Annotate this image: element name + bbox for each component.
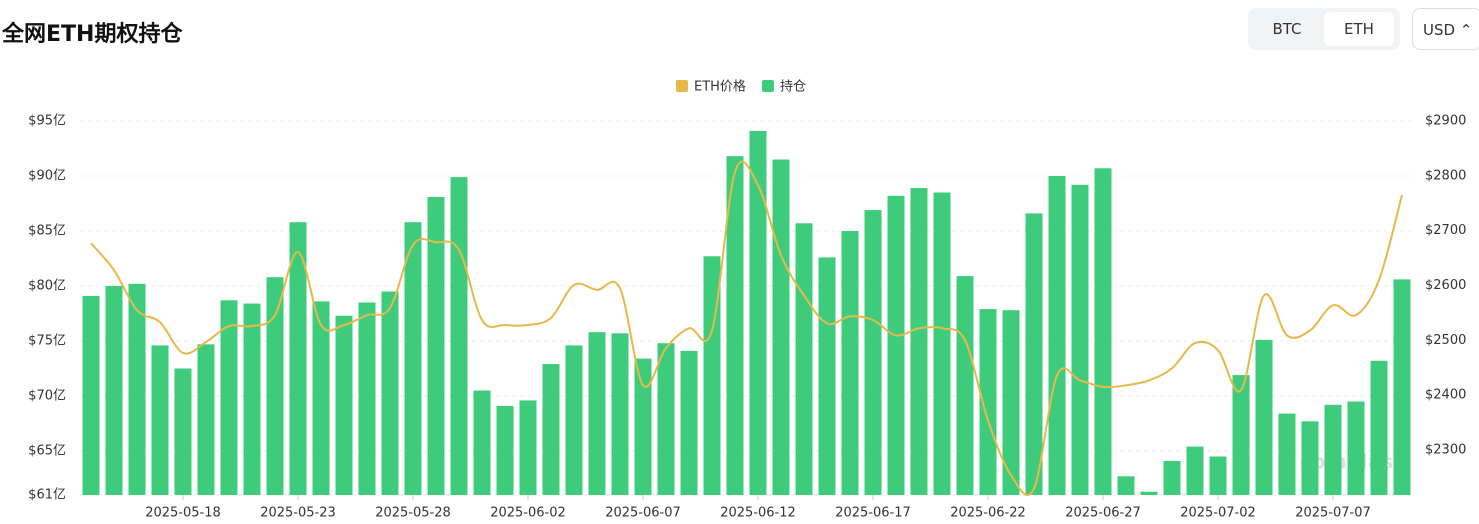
bar (1370, 360, 1388, 495)
currency: USD (1423, 21, 1456, 39)
x-tick-label: 2025-05-18 (145, 506, 221, 521)
bar (1324, 404, 1342, 495)
bar (335, 315, 353, 495)
bar (565, 345, 583, 495)
tab-btc[interactable]: BTC (1272, 20, 1302, 38)
bar (772, 159, 790, 495)
bar (105, 286, 123, 495)
page-title: 全网ETH期权持仓 (2, 22, 183, 47)
bar (933, 192, 951, 495)
bar (266, 277, 284, 495)
bar (1255, 339, 1273, 495)
y2-tick-label: $2300 (1425, 443, 1466, 458)
bar (381, 291, 399, 495)
y-tick-label: $80亿 (28, 279, 66, 294)
currency-select[interactable]: USD ⌃ (1412, 8, 1479, 50)
bar (726, 156, 744, 495)
y-tick-label: $70亿 (28, 389, 66, 404)
legend-swatch (676, 80, 688, 92)
bar (542, 364, 560, 495)
bar (703, 256, 721, 495)
bar (174, 368, 192, 495)
x-tick-label: 2025-05-23 (260, 506, 336, 521)
x-tick-label: 2025-06-17 (835, 506, 911, 521)
y2-tick-label: $2700 (1425, 223, 1466, 238)
bar (358, 302, 376, 495)
bar (1002, 310, 1020, 495)
bar (1094, 168, 1112, 496)
x-tick-label: 2025-07-07 (1295, 506, 1371, 521)
y2-tick-label: $2800 (1425, 168, 1466, 183)
bar (1209, 456, 1227, 495)
price-line (90, 160, 1403, 496)
bar (519, 400, 537, 495)
bar (312, 301, 330, 495)
bar (450, 177, 468, 495)
bar (1117, 476, 1135, 495)
bar (634, 358, 652, 495)
bar (82, 295, 100, 495)
bar (979, 309, 997, 495)
x-tick-label: 2025-06-27 (1065, 506, 1141, 521)
bar (680, 350, 698, 495)
x-tick-label: 2025-06-22 (950, 506, 1026, 521)
legend-label: ETH价格 (694, 79, 746, 95)
bar (1025, 213, 1043, 495)
bar (1278, 413, 1296, 495)
bar (795, 223, 813, 496)
bar (1393, 279, 1411, 495)
y-tick-label: $85亿 (28, 224, 66, 239)
bar (197, 344, 215, 495)
bar (220, 300, 238, 495)
bar (1071, 184, 1089, 496)
bar (611, 333, 629, 495)
bar (1301, 421, 1319, 495)
tab-eth[interactable]: ETH (1324, 12, 1394, 46)
bar (1232, 375, 1250, 495)
bar (1140, 491, 1158, 495)
bar (910, 188, 928, 495)
y-tick-label: $75亿 (28, 334, 66, 349)
y-tick-label: $61亿 (28, 488, 66, 503)
y2-tick-label: $2600 (1425, 278, 1466, 293)
bar (404, 222, 422, 495)
legend-label: 持仓 (780, 80, 806, 95)
x-tick-label: 2025-05-28 (375, 506, 451, 521)
bar (887, 195, 905, 496)
x-tick-label: 2025-06-12 (720, 506, 796, 521)
bar (243, 303, 261, 495)
bar (1347, 401, 1365, 495)
bar (818, 257, 836, 495)
y-tick-label: $95亿 (28, 114, 66, 129)
bar (289, 222, 307, 495)
legend-swatch (761, 80, 774, 92)
x-tick-label: 2025-07-02 (1180, 506, 1256, 521)
x-tick-label: 2025-06-07 (605, 506, 681, 521)
bar (151, 345, 169, 495)
bar (657, 343, 675, 495)
y2-tick-label: $2400 (1425, 388, 1466, 403)
bar (864, 210, 882, 495)
bar (1048, 176, 1066, 495)
bar (496, 405, 514, 495)
bar (841, 231, 859, 495)
bar (956, 276, 974, 495)
bar (588, 332, 606, 495)
bar (473, 390, 491, 495)
bar (427, 196, 445, 495)
y2-tick-label: $2500 (1425, 333, 1466, 348)
bar (749, 130, 767, 495)
bar (1186, 446, 1204, 495)
y-tick-label: $65亿 (28, 444, 66, 459)
x-tick-label: 2025-06-02 (490, 506, 566, 521)
y-tick-label: $90亿 (28, 169, 66, 184)
coin-tabs: BTC ETH (1248, 8, 1400, 50)
bar (1163, 460, 1181, 495)
bar (128, 283, 146, 495)
y2-tick-label: $2900 (1425, 114, 1466, 129)
